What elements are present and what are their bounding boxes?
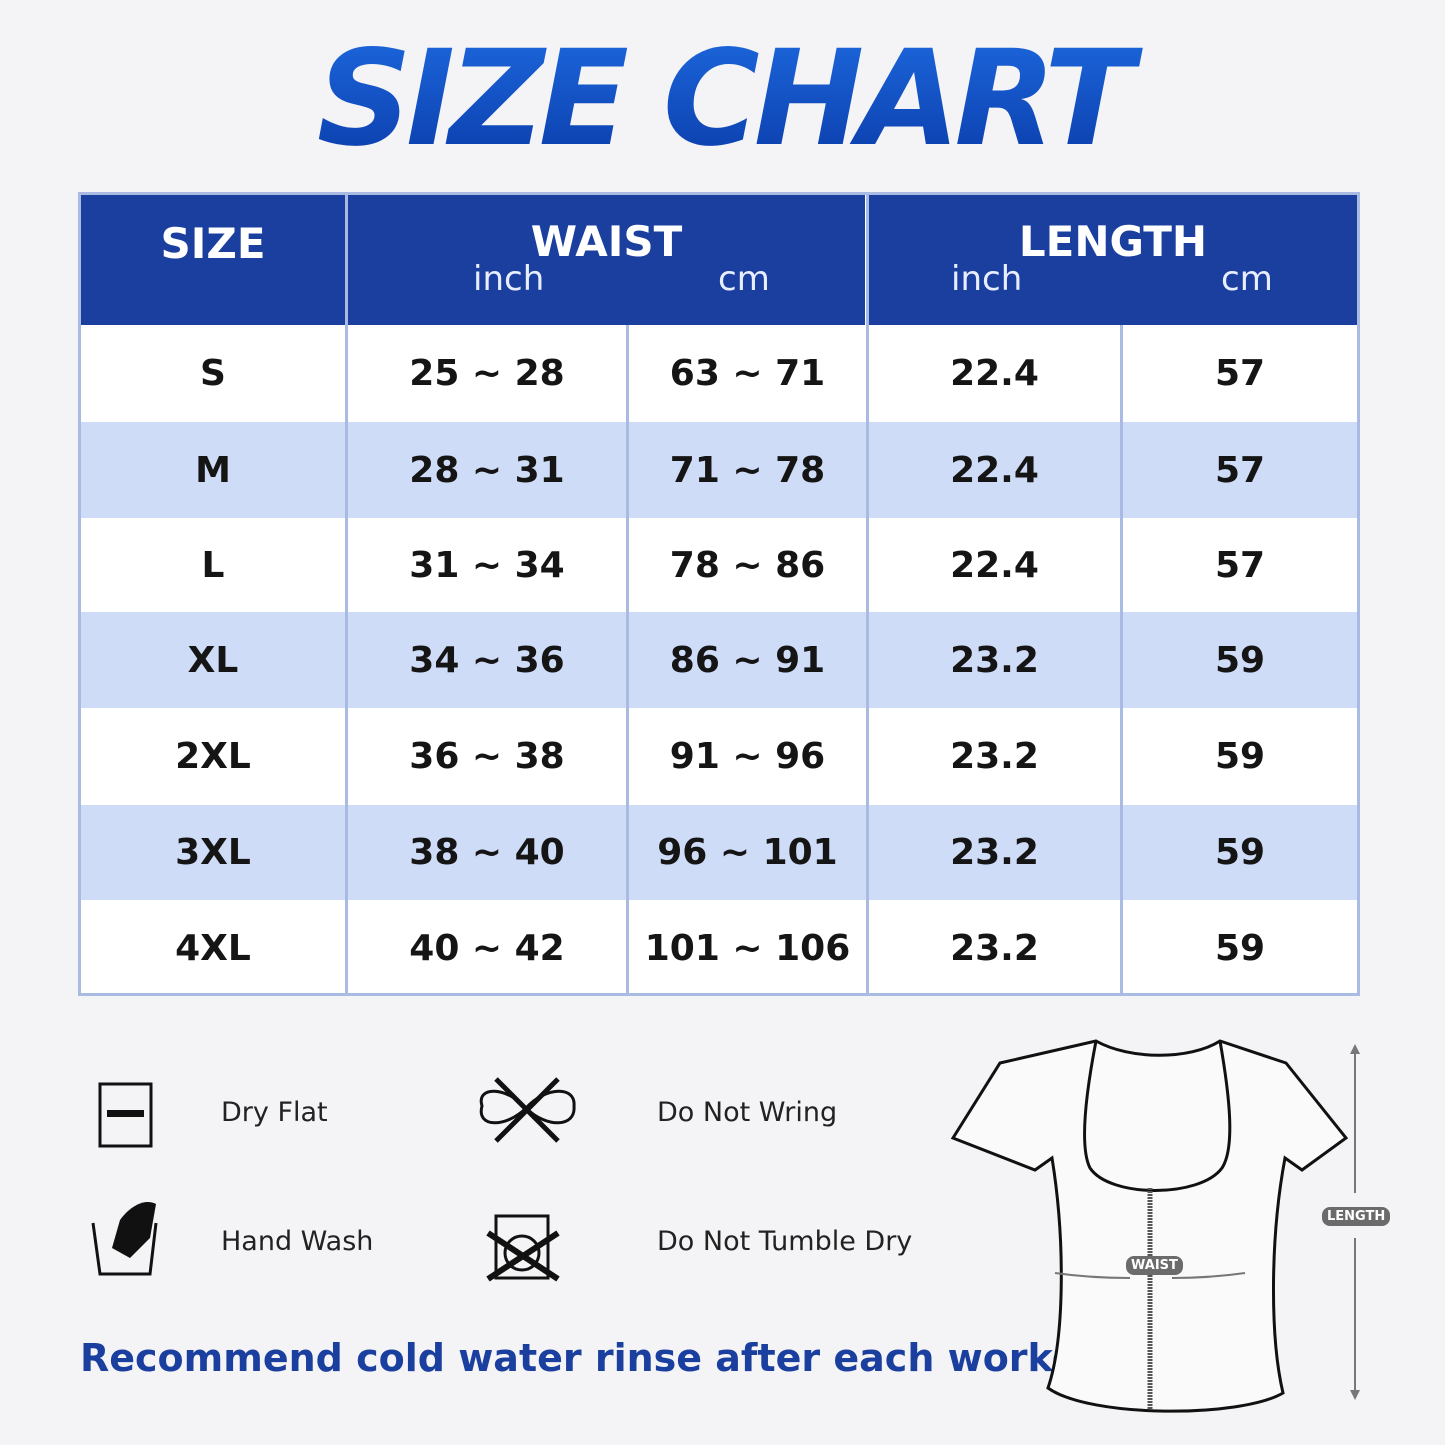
length-inch-label: inch [951,259,1023,299]
cell-waist-in: 31 ~ 34 [409,544,565,586]
length-cm-label: cm [1221,259,1273,299]
cell-size: XL [187,639,239,681]
cell-waist-cm: 91 ~ 96 [669,736,826,777]
table-row: 4XL 40 ~ 42 101 ~ 106 23.2 59 [81,900,1357,996]
table-row: L 31 ~ 34 78 ~ 86 22.4 57 [81,518,1357,612]
page-title: SIZE CHART [0,22,1445,176]
care-label-do-not-wring: Do Not Wring [657,1097,838,1128]
cell-length-in: 23.2 [950,639,1039,681]
care-label-do-not-tumble-dry: Do Not Tumble Dry [657,1226,913,1257]
table-row: S 25 ~ 28 63 ~ 71 22.4 57 [81,325,1357,422]
cell-length-cm: 59 [1214,927,1266,969]
shirt-outline-icon [950,1039,1360,1413]
care-label-dry-flat: Dry Flat [221,1097,328,1128]
column-divider [345,195,348,993]
header-waist: WAIST inch cm [348,195,865,325]
do-not-tumble-dry-icon [486,1213,562,1287]
waist-cm-label: cm [718,259,770,299]
cell-length-in: 22.4 [950,544,1039,586]
cell-length-cm: 57 [1214,544,1266,586]
cell-size: 4XL [175,927,251,969]
hand-wash-icon [90,1198,162,1282]
waist-label: WAIST [1126,1256,1183,1275]
table-row: 3XL 38 ~ 40 96 ~ 101 23.2 59 [81,805,1357,900]
header-size: SIZE [81,195,345,325]
size-header-label: SIZE [160,219,266,268]
cell-length-cm: 59 [1214,639,1266,681]
length-header-label: LENGTH [1018,217,1208,266]
cell-size: M [195,449,231,491]
cell-waist-cm: 63 ~ 71 [669,353,826,394]
header-length: LENGTH inch cm [869,195,1357,325]
table-row: M 28 ~ 31 71 ~ 78 22.4 57 [81,422,1357,518]
column-divider [866,195,869,993]
do-not-wring-icon [476,1076,580,1150]
cell-waist-in: 36 ~ 38 [409,736,565,777]
cell-size: 3XL [175,832,251,873]
column-divider [626,325,629,993]
cell-length-cm: 57 [1214,353,1266,394]
length-label: LENGTH [1322,1207,1391,1226]
cell-size: S [200,353,226,394]
column-divider [1120,325,1123,993]
cell-length-in: 23.2 [950,736,1039,777]
cell-length-in: 22.4 [950,353,1039,394]
cell-waist-in: 34 ~ 36 [409,639,565,681]
table-row: 2XL 36 ~ 38 91 ~ 96 23.2 59 [81,708,1357,805]
cell-waist-cm: 101 ~ 106 [644,927,851,969]
cell-waist-cm: 86 ~ 91 [669,639,826,681]
cell-size: 2XL [175,736,251,777]
cell-waist-cm: 78 ~ 86 [669,544,826,586]
cell-waist-in: 40 ~ 42 [409,927,565,969]
cell-length-in: 23.2 [950,832,1039,873]
cell-waist-in: 28 ~ 31 [409,449,565,491]
cell-size: L [201,544,225,586]
garment-diagram: WAIST LENGTH [950,1038,1410,1422]
cell-length-in: 23.2 [950,927,1039,969]
care-note: Recommend cold water rinse after each wo… [80,1336,1138,1380]
waist-inch-label: inch [473,259,545,299]
cell-length-cm: 57 [1214,449,1266,491]
table-row: XL 34 ~ 36 86 ~ 91 23.2 59 [81,612,1357,708]
cell-length-cm: 59 [1214,736,1266,777]
size-table: SIZE WAIST inch cm LENGTH inch cm S 25 ~ … [78,192,1360,996]
cell-waist-in: 38 ~ 40 [409,832,565,873]
dry-flat-icon [98,1082,154,1154]
care-label-hand-wash: Hand Wash [221,1226,374,1257]
cell-waist-cm: 96 ~ 101 [657,832,838,873]
cell-waist-in: 25 ~ 28 [409,353,565,394]
cell-length-in: 22.4 [950,449,1039,491]
cell-waist-cm: 71 ~ 78 [669,449,826,491]
cell-length-cm: 59 [1214,832,1266,873]
waist-header-label: WAIST [530,217,683,266]
